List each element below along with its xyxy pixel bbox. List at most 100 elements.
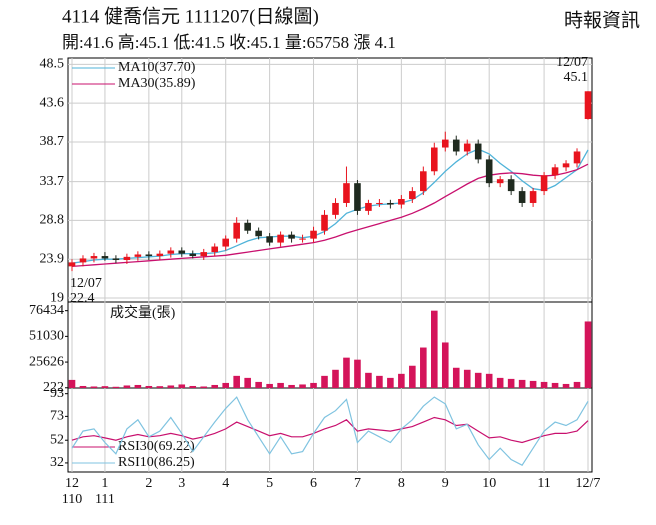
y-tick-label: 48.5: [40, 57, 65, 72]
volume-bar: [178, 384, 186, 388]
volume-bar: [529, 380, 537, 388]
volume-bar: [299, 384, 306, 388]
volume-bar: [79, 385, 87, 388]
volume-bar: [376, 375, 383, 388]
x-tick-label: 10: [482, 476, 496, 491]
y-tick-label: 76434: [29, 303, 64, 318]
volume-bar: [211, 384, 219, 388]
candle-body: [90, 256, 98, 259]
y-tick-label: 51030: [29, 329, 64, 344]
header-source: 時報資訊: [564, 9, 640, 31]
y-tick-label: 19: [50, 290, 64, 305]
y-tick-label: 28.8: [40, 213, 65, 228]
volume-bar: [123, 385, 131, 388]
volume-bar: [244, 377, 251, 388]
volume-bar: [518, 379, 526, 388]
x-tick-label: 4: [222, 476, 229, 491]
volume-bar: [365, 372, 372, 388]
candle-body: [266, 236, 273, 243]
legend-label: MA10(37.70): [118, 60, 196, 75]
volume-bar: [90, 386, 98, 388]
header-title: 4114 健喬信元 1111207(日線圖): [62, 5, 319, 27]
y-tick-label: 38.7: [40, 134, 65, 149]
candle-body: [420, 171, 427, 192]
volume-bar: [167, 385, 175, 388]
volume-bar: [452, 367, 460, 388]
low-date: 12/07: [70, 276, 102, 291]
volume-bar: [584, 321, 592, 388]
volume-bar: [420, 347, 427, 388]
candle-body: [365, 202, 372, 211]
volume-bar: [398, 373, 405, 388]
y-tick-label: 52: [50, 432, 64, 447]
candle-body: [398, 199, 405, 205]
volume-bar: [409, 365, 416, 388]
candle-body: [376, 202, 383, 204]
volume-bar: [562, 383, 570, 388]
volume-bar: [277, 382, 284, 388]
volume-bar: [540, 381, 548, 388]
volume-bar: [200, 386, 208, 388]
rsi-line: [71, 396, 589, 466]
x-tick-label: 12: [65, 476, 79, 491]
high-date: 12/07: [556, 55, 588, 70]
candle-body: [507, 179, 515, 192]
y-tick-label: 25626: [29, 354, 64, 369]
volume-bar: [441, 342, 449, 388]
candle-body: [562, 163, 570, 168]
x-tick-label: 11: [537, 476, 550, 491]
volume-bar: [222, 382, 229, 388]
x-tick-label: 5: [266, 476, 273, 491]
x-tick-label: 6: [310, 476, 317, 491]
candle-body: [145, 254, 153, 257]
x-tick-label: 2: [145, 476, 152, 491]
x-tick-label: 1: [101, 476, 108, 491]
volume-bar: [431, 310, 438, 388]
legend-label: MA30(35.89): [118, 76, 196, 91]
volume-bar: [354, 359, 361, 388]
candle-body: [211, 246, 219, 253]
volume-bar: [496, 377, 504, 388]
volume-bar: [310, 382, 317, 388]
candle-body: [431, 147, 438, 172]
y-tick-label: 32: [50, 455, 64, 470]
candle-body: [452, 139, 460, 152]
candle-body: [518, 191, 526, 203]
y-tick-label: 23.9: [40, 251, 65, 266]
candle-body: [200, 252, 208, 257]
volume-bar: [145, 385, 153, 388]
volume-bar: [573, 381, 581, 388]
x-tick-label: 3: [178, 476, 185, 491]
y-tick-label: 43.6: [40, 95, 65, 110]
y-tick-label: 33.7: [40, 174, 65, 189]
volume-bar: [551, 382, 559, 388]
volume-bar: [288, 384, 295, 388]
volume-bar: [387, 377, 394, 388]
volume-bar: [233, 375, 240, 388]
candle-body: [463, 143, 471, 152]
candle-body: [343, 183, 350, 203]
candle-body: [540, 175, 548, 192]
candle-body: [233, 222, 240, 239]
y-tick-label: 222: [43, 380, 64, 395]
volume-bar: [343, 357, 350, 388]
candle-body: [332, 202, 339, 215]
y-tick-label: 73: [50, 409, 64, 424]
candle-body: [79, 258, 87, 263]
header-quote: 開:41.6 高:45.1 低:41.5 收:45.1 量:65758 漲 4.…: [62, 33, 396, 52]
rsi-line: [71, 416, 589, 444]
x-tick-label: 8: [398, 476, 405, 491]
volume-bar: [507, 378, 515, 388]
volume-bar: [112, 386, 120, 388]
ma-line: [71, 163, 589, 268]
candle-body: [299, 238, 306, 240]
candle-body: [321, 214, 328, 231]
volume-bar: [474, 372, 482, 388]
x-sub-label: 111: [95, 492, 115, 507]
candle-body: [441, 139, 449, 148]
candle-body: [156, 253, 164, 257]
volume-bar: [68, 379, 76, 388]
volume-bar: [332, 369, 339, 388]
legend-label: RSI30(69.22): [118, 439, 195, 454]
